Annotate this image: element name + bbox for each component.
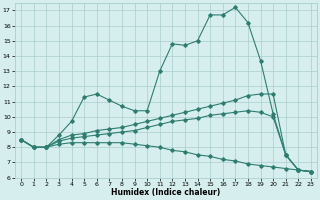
X-axis label: Humidex (Indice chaleur): Humidex (Indice chaleur) xyxy=(111,188,221,197)
